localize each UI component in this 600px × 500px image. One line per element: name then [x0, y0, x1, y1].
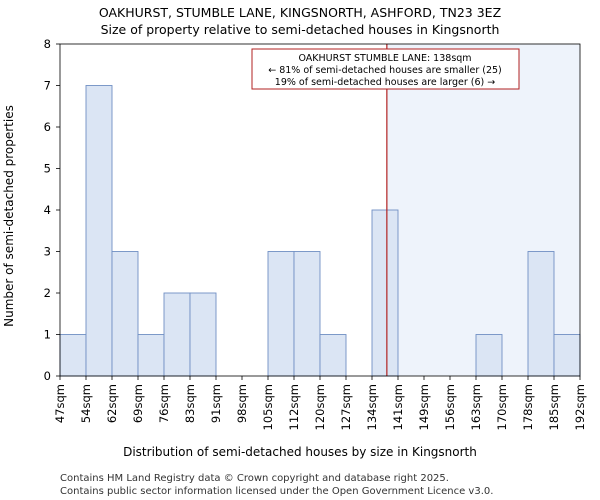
x-tick-label: 127sqm	[339, 384, 353, 430]
footer-line2: Contains public sector information licen…	[60, 486, 493, 497]
y-tick-label: 4	[44, 203, 51, 217]
bars-group	[59, 85, 581, 377]
y-tick-label: 0	[44, 369, 51, 383]
x-tick-label: 170sqm	[495, 384, 509, 430]
chart-title-line2: Size of property relative to semi-detach…	[101, 22, 500, 37]
x-tick-label: 134sqm	[365, 384, 379, 430]
x-tick-label: 185sqm	[547, 384, 561, 430]
footer-line1: Contains HM Land Registry data © Crown c…	[60, 473, 449, 484]
annotation-line2: ← 81% of semi-detached houses are smalle…	[268, 65, 502, 76]
bar-178sqm	[527, 251, 555, 377]
x-tick-label: 192sqm	[573, 384, 587, 430]
x-tick-label: 47sqm	[53, 384, 67, 423]
bar-134sqm	[371, 209, 399, 377]
annotation-box: OAKHURST STUMBLE LANE: 138sqm ← 81% of s…	[251, 48, 520, 90]
x-tick-label: 54sqm	[79, 384, 93, 423]
annotation-line3: 19% of semi-detached houses are larger (…	[275, 77, 495, 88]
x-axis-ticks: 47sqm 54sqm 62sqm 69sqm 76sqm 83sqm 91sqm 98sqm…	[53, 376, 587, 430]
x-tick-label: 163sqm	[469, 384, 483, 430]
bar-105sqm	[267, 251, 295, 377]
bar-47sqm	[59, 334, 87, 377]
annotation-line1: OAKHURST STUMBLE LANE: 138sqm	[298, 53, 471, 64]
x-tick-label: 105sqm	[261, 384, 275, 430]
bar-120sqm	[319, 334, 347, 377]
x-tick-label: 141sqm	[391, 384, 405, 430]
x-tick-label: 98sqm	[235, 384, 249, 423]
bar-185sqm	[553, 334, 581, 377]
x-tick-label: 69sqm	[131, 384, 145, 423]
y-tick-label: 1	[44, 328, 51, 342]
y-axis-ticks: 0 1 2 3 4 5 6 7 8	[44, 37, 60, 383]
y-tick-label: 5	[44, 162, 51, 176]
bar-83sqm	[189, 292, 217, 377]
bar-76sqm	[163, 292, 191, 377]
x-tick-label: 178sqm	[521, 384, 535, 430]
x-tick-label: 120sqm	[313, 384, 327, 430]
bar-62sqm	[111, 251, 139, 377]
x-tick-label: 112sqm	[287, 384, 301, 430]
x-tick-label: 83sqm	[183, 384, 197, 423]
x-axis-label: Distribution of semi-detached houses by …	[123, 445, 477, 459]
y-tick-label: 7	[44, 79, 51, 93]
chart-title-line1: OAKHURST, STUMBLE LANE, KINGSNORTH, ASHF…	[99, 5, 501, 20]
annotation-frame	[251, 48, 520, 90]
x-tick-label: 156sqm	[443, 384, 457, 430]
bar-54sqm	[85, 85, 113, 377]
bar-112sqm	[293, 251, 321, 377]
y-tick-label: 2	[44, 286, 51, 300]
y-axis-label: Number of semi-detached properties	[2, 105, 16, 327]
x-tick-label: 149sqm	[417, 384, 431, 430]
y-tick-label: 8	[44, 37, 51, 51]
x-tick-label: 62sqm	[105, 384, 119, 423]
bar-163sqm	[475, 334, 503, 377]
bar-69sqm	[137, 334, 165, 377]
y-tick-label: 3	[44, 245, 51, 259]
y-tick-label: 6	[44, 120, 51, 134]
x-tick-label: 76sqm	[157, 384, 171, 423]
x-tick-label: 91sqm	[209, 384, 223, 423]
